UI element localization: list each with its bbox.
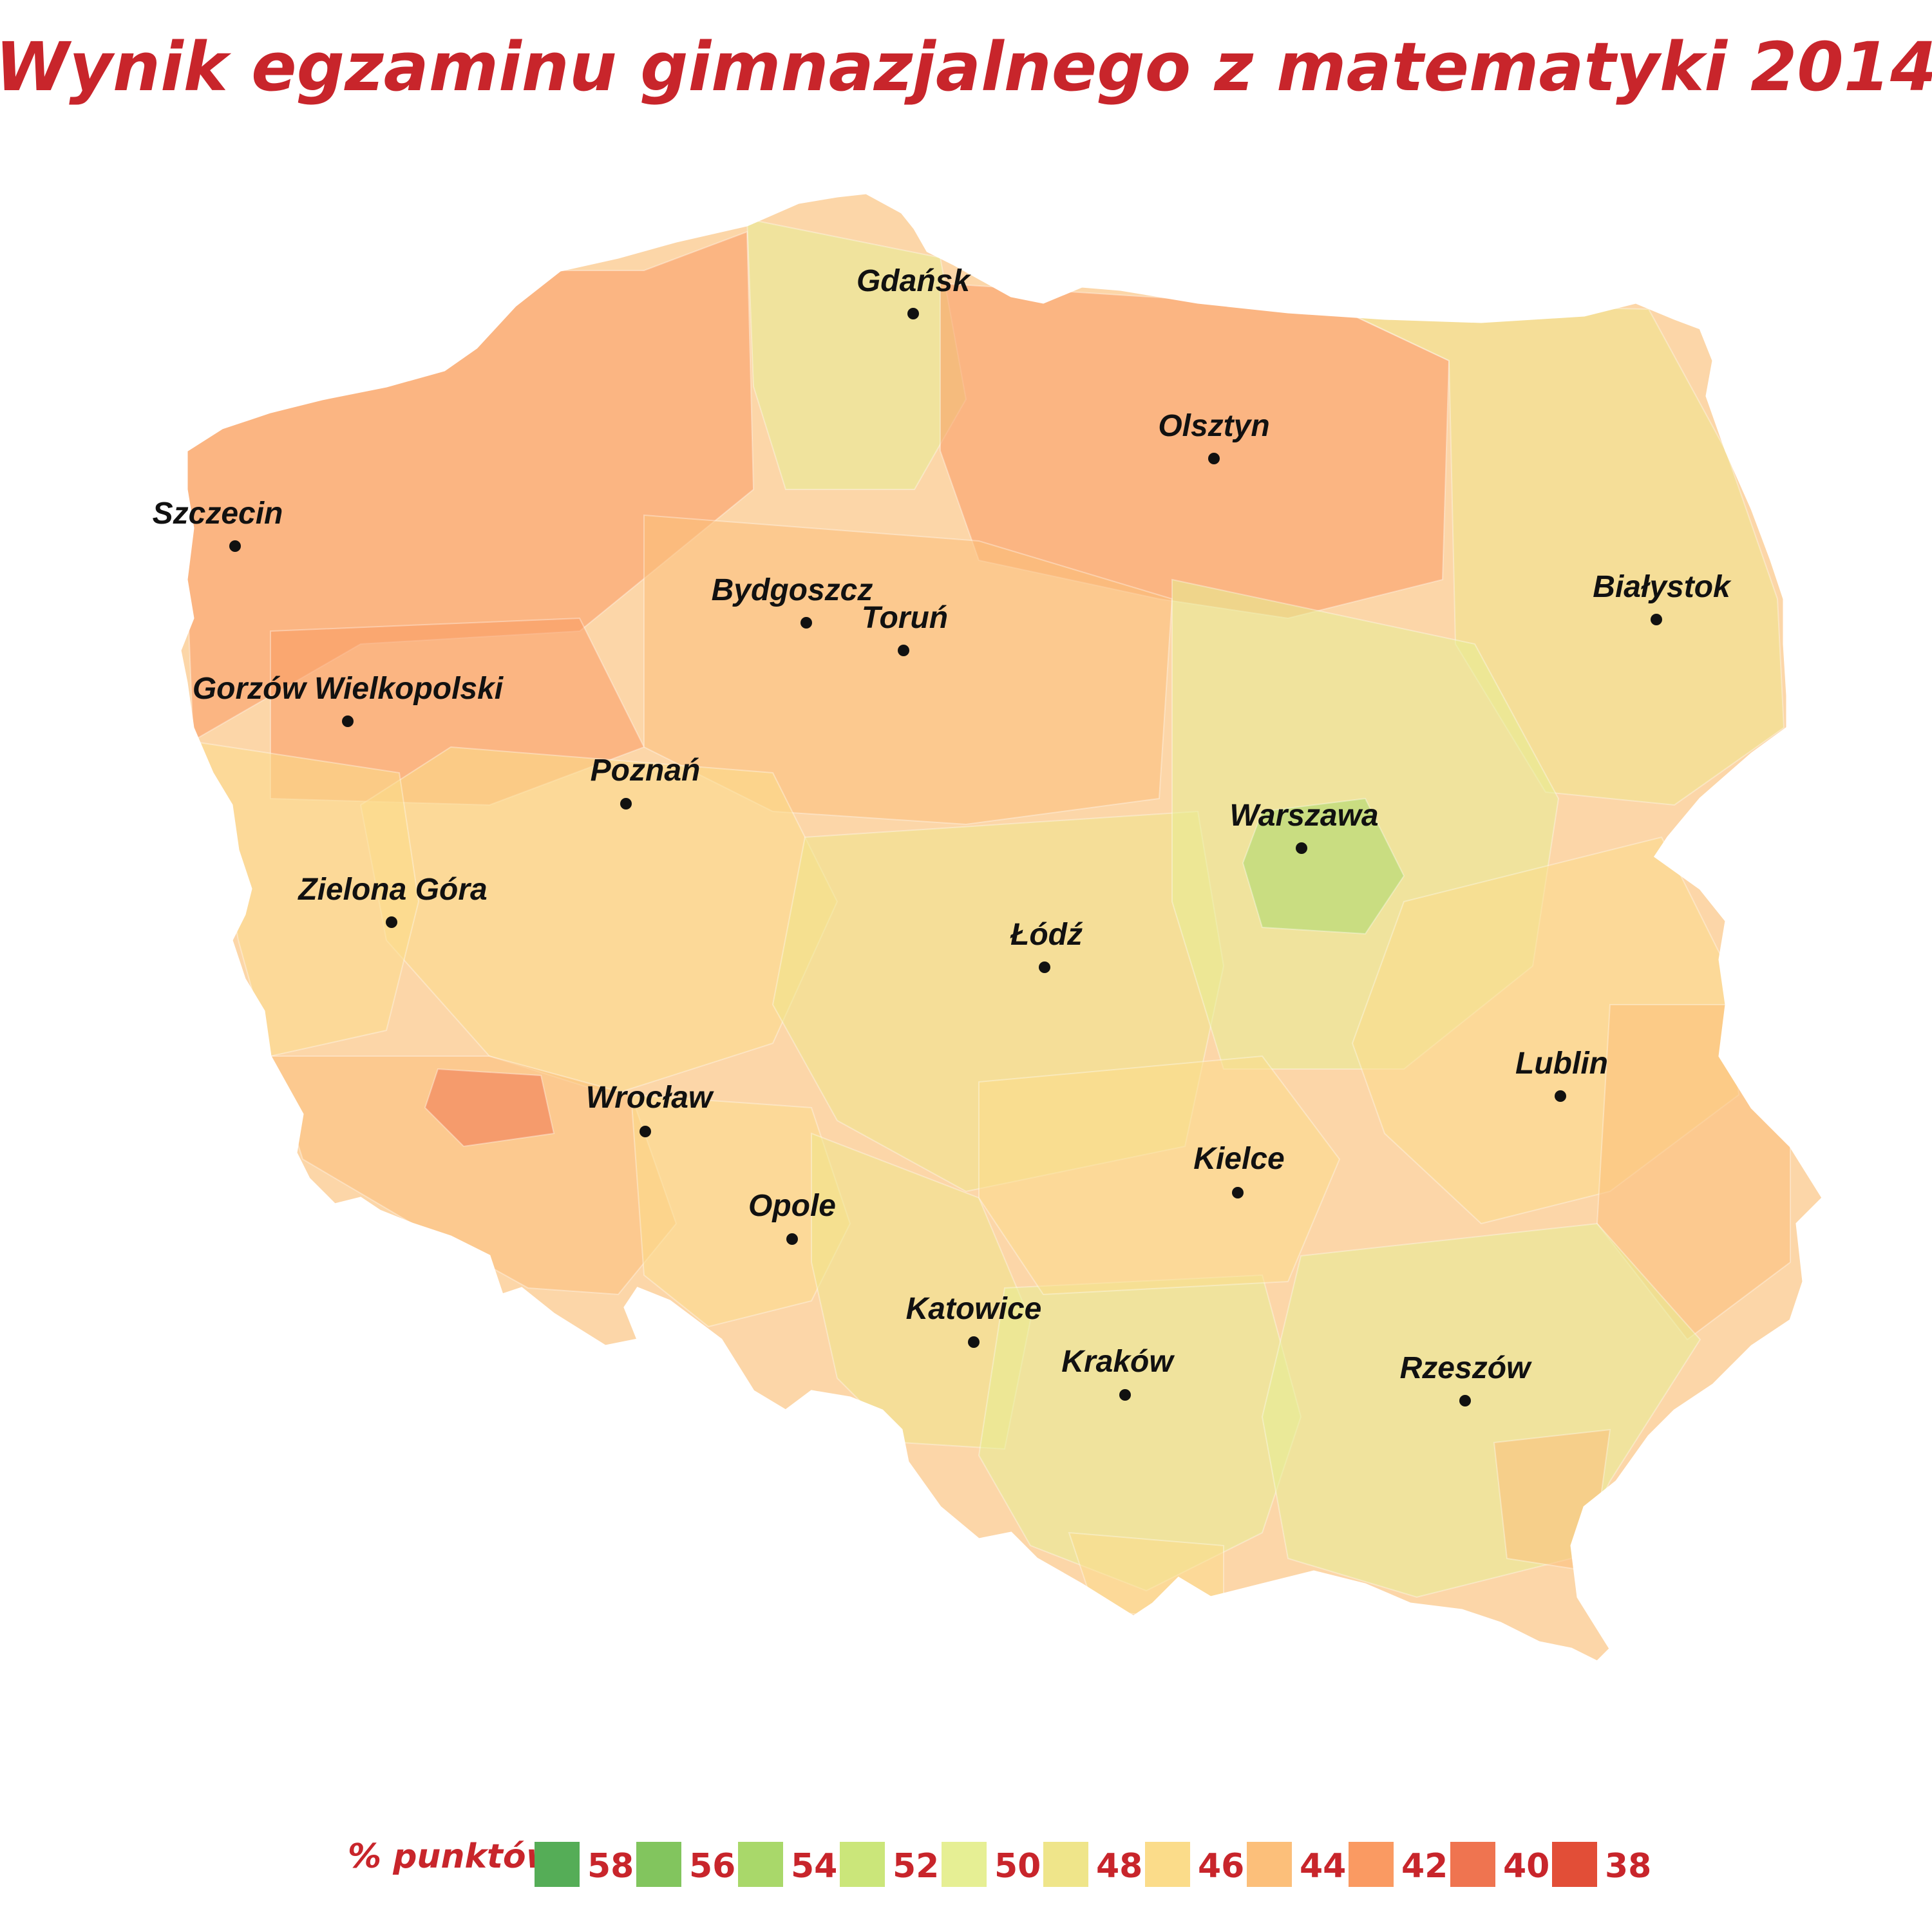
city-bydgoszcz: Bydgoszcz — [712, 573, 873, 629]
city-label: Olsztyn — [1158, 409, 1269, 443]
city-olsztyn: Olsztyn — [1158, 409, 1270, 464]
city-markers: Gdańsk Olsztyn Szczecin Białystok BydgoszczT… — [153, 264, 1732, 1406]
legend-swatch — [738, 1842, 783, 1887]
city-szczecin: Szczecin — [153, 497, 283, 552]
city-gorzów-wielkopolski: Gorzów Wielkopolski — [193, 672, 504, 727]
city-label: Gorzów Wielkopolski — [193, 672, 504, 706]
legend-value: 44 — [1300, 1847, 1346, 1886]
city-opole: Opole — [748, 1189, 836, 1245]
city-label: Łódź — [1010, 918, 1083, 952]
region-lower-silesia — [269, 1056, 677, 1296]
legend-value: 38 — [1605, 1847, 1651, 1886]
legend-swatch — [636, 1842, 681, 1887]
region-gdansk-area — [746, 218, 967, 490]
legend-value: 46 — [1198, 1847, 1244, 1886]
city-dot — [620, 798, 632, 810]
legend-swatch — [942, 1842, 987, 1887]
city-katowice: Katowice — [906, 1292, 1042, 1348]
city-kielce: Kielce — [1193, 1142, 1285, 1198]
legend-swatch — [1247, 1842, 1292, 1887]
city-dot — [386, 916, 397, 928]
map-title: Wynik egzaminu gimnazjalnego z matematyk… — [0, 28, 1932, 106]
city-dot — [907, 308, 919, 319]
region-silesia — [811, 1132, 1032, 1450]
city-label: Wrocław — [586, 1081, 714, 1115]
city-poznań: Poznań — [591, 753, 701, 810]
legend-value: 42 — [1401, 1847, 1448, 1886]
legend: % punktów 58 56 54 52 50 48 46 44 42 40 38 — [348, 1837, 1651, 1887]
city-toruń: Toruń — [862, 601, 948, 656]
legend-swatch — [1552, 1842, 1597, 1887]
city-dot — [968, 1336, 980, 1348]
city-dot — [1039, 961, 1050, 973]
legend-swatch — [535, 1842, 580, 1887]
city-label: Zielona Góra — [297, 873, 487, 907]
city-dot — [1459, 1395, 1471, 1406]
legend-swatch — [1349, 1842, 1394, 1887]
city-białystok: Białystok — [1593, 570, 1732, 625]
city-dot — [1208, 453, 1220, 464]
city-label: Gdańsk — [857, 264, 971, 298]
region-tatry — [1068, 1531, 1224, 1624]
city-label: Kielce — [1193, 1142, 1284, 1176]
city-label: Katowice — [906, 1292, 1042, 1326]
region-swietokrzyskie — [978, 1055, 1341, 1296]
city-label: Warszawa — [1229, 799, 1378, 833]
city-label: Lublin — [1515, 1046, 1608, 1081]
city-warszawa: Warszawa — [1229, 799, 1379, 854]
city-label: Poznań — [591, 753, 701, 788]
city-label: Białystok — [1593, 570, 1732, 604]
city-zielona-góra: Zielona Góra — [297, 873, 488, 928]
region-opolskie — [630, 1094, 851, 1328]
city-gdańsk: Gdańsk — [857, 264, 971, 319]
city-lublin: Lublin — [1515, 1046, 1608, 1102]
legend-value: 56 — [689, 1847, 735, 1886]
city-dot — [229, 540, 241, 552]
legend-value: 48 — [1096, 1847, 1142, 1886]
city-dot — [342, 715, 354, 727]
legend-swatch — [1145, 1842, 1190, 1887]
legend-swatch — [840, 1842, 885, 1887]
city-dot — [1555, 1090, 1566, 1102]
region-legnica-lubin — [424, 1068, 555, 1148]
legend-value: 50 — [994, 1847, 1041, 1886]
city-label: Kraków — [1061, 1345, 1175, 1379]
city-dot — [639, 1126, 651, 1137]
region-kujawy — [643, 514, 1173, 826]
city-label: Rzeszów — [1400, 1351, 1532, 1385]
legend-value: 52 — [893, 1847, 939, 1886]
city-label: Szczecin — [153, 497, 283, 531]
legend-value: 40 — [1503, 1847, 1549, 1886]
legend-swatch — [1450, 1842, 1495, 1887]
city-label: Toruń — [862, 601, 948, 635]
region-mazowsze-warsaw — [1242, 797, 1405, 935]
legend-value: 58 — [587, 1847, 634, 1886]
city-dot — [898, 645, 909, 656]
city-łódź: Łódź — [1010, 918, 1083, 973]
legend-value: 54 — [791, 1847, 837, 1886]
legend-swatch — [1043, 1842, 1088, 1887]
region-podlasie-north — [1326, 302, 1785, 806]
poland-border — [179, 192, 1824, 1663]
city-wrocław: Wrocław — [586, 1081, 714, 1137]
city-label: Bydgoszcz — [712, 573, 873, 607]
city-dot — [786, 1233, 798, 1245]
legend-label: % punktów — [348, 1837, 558, 1876]
city-dot — [1651, 614, 1662, 625]
city-label: Opole — [748, 1189, 836, 1223]
region-podkarpacie — [1261, 1222, 1701, 1598]
city-dot — [1296, 842, 1307, 854]
city-rzeszów: Rzeszów — [1400, 1351, 1532, 1406]
city-dot — [1119, 1389, 1131, 1401]
city-kraków: Kraków — [1061, 1345, 1175, 1401]
city-dot — [1232, 1187, 1244, 1198]
city-dot — [800, 617, 812, 629]
